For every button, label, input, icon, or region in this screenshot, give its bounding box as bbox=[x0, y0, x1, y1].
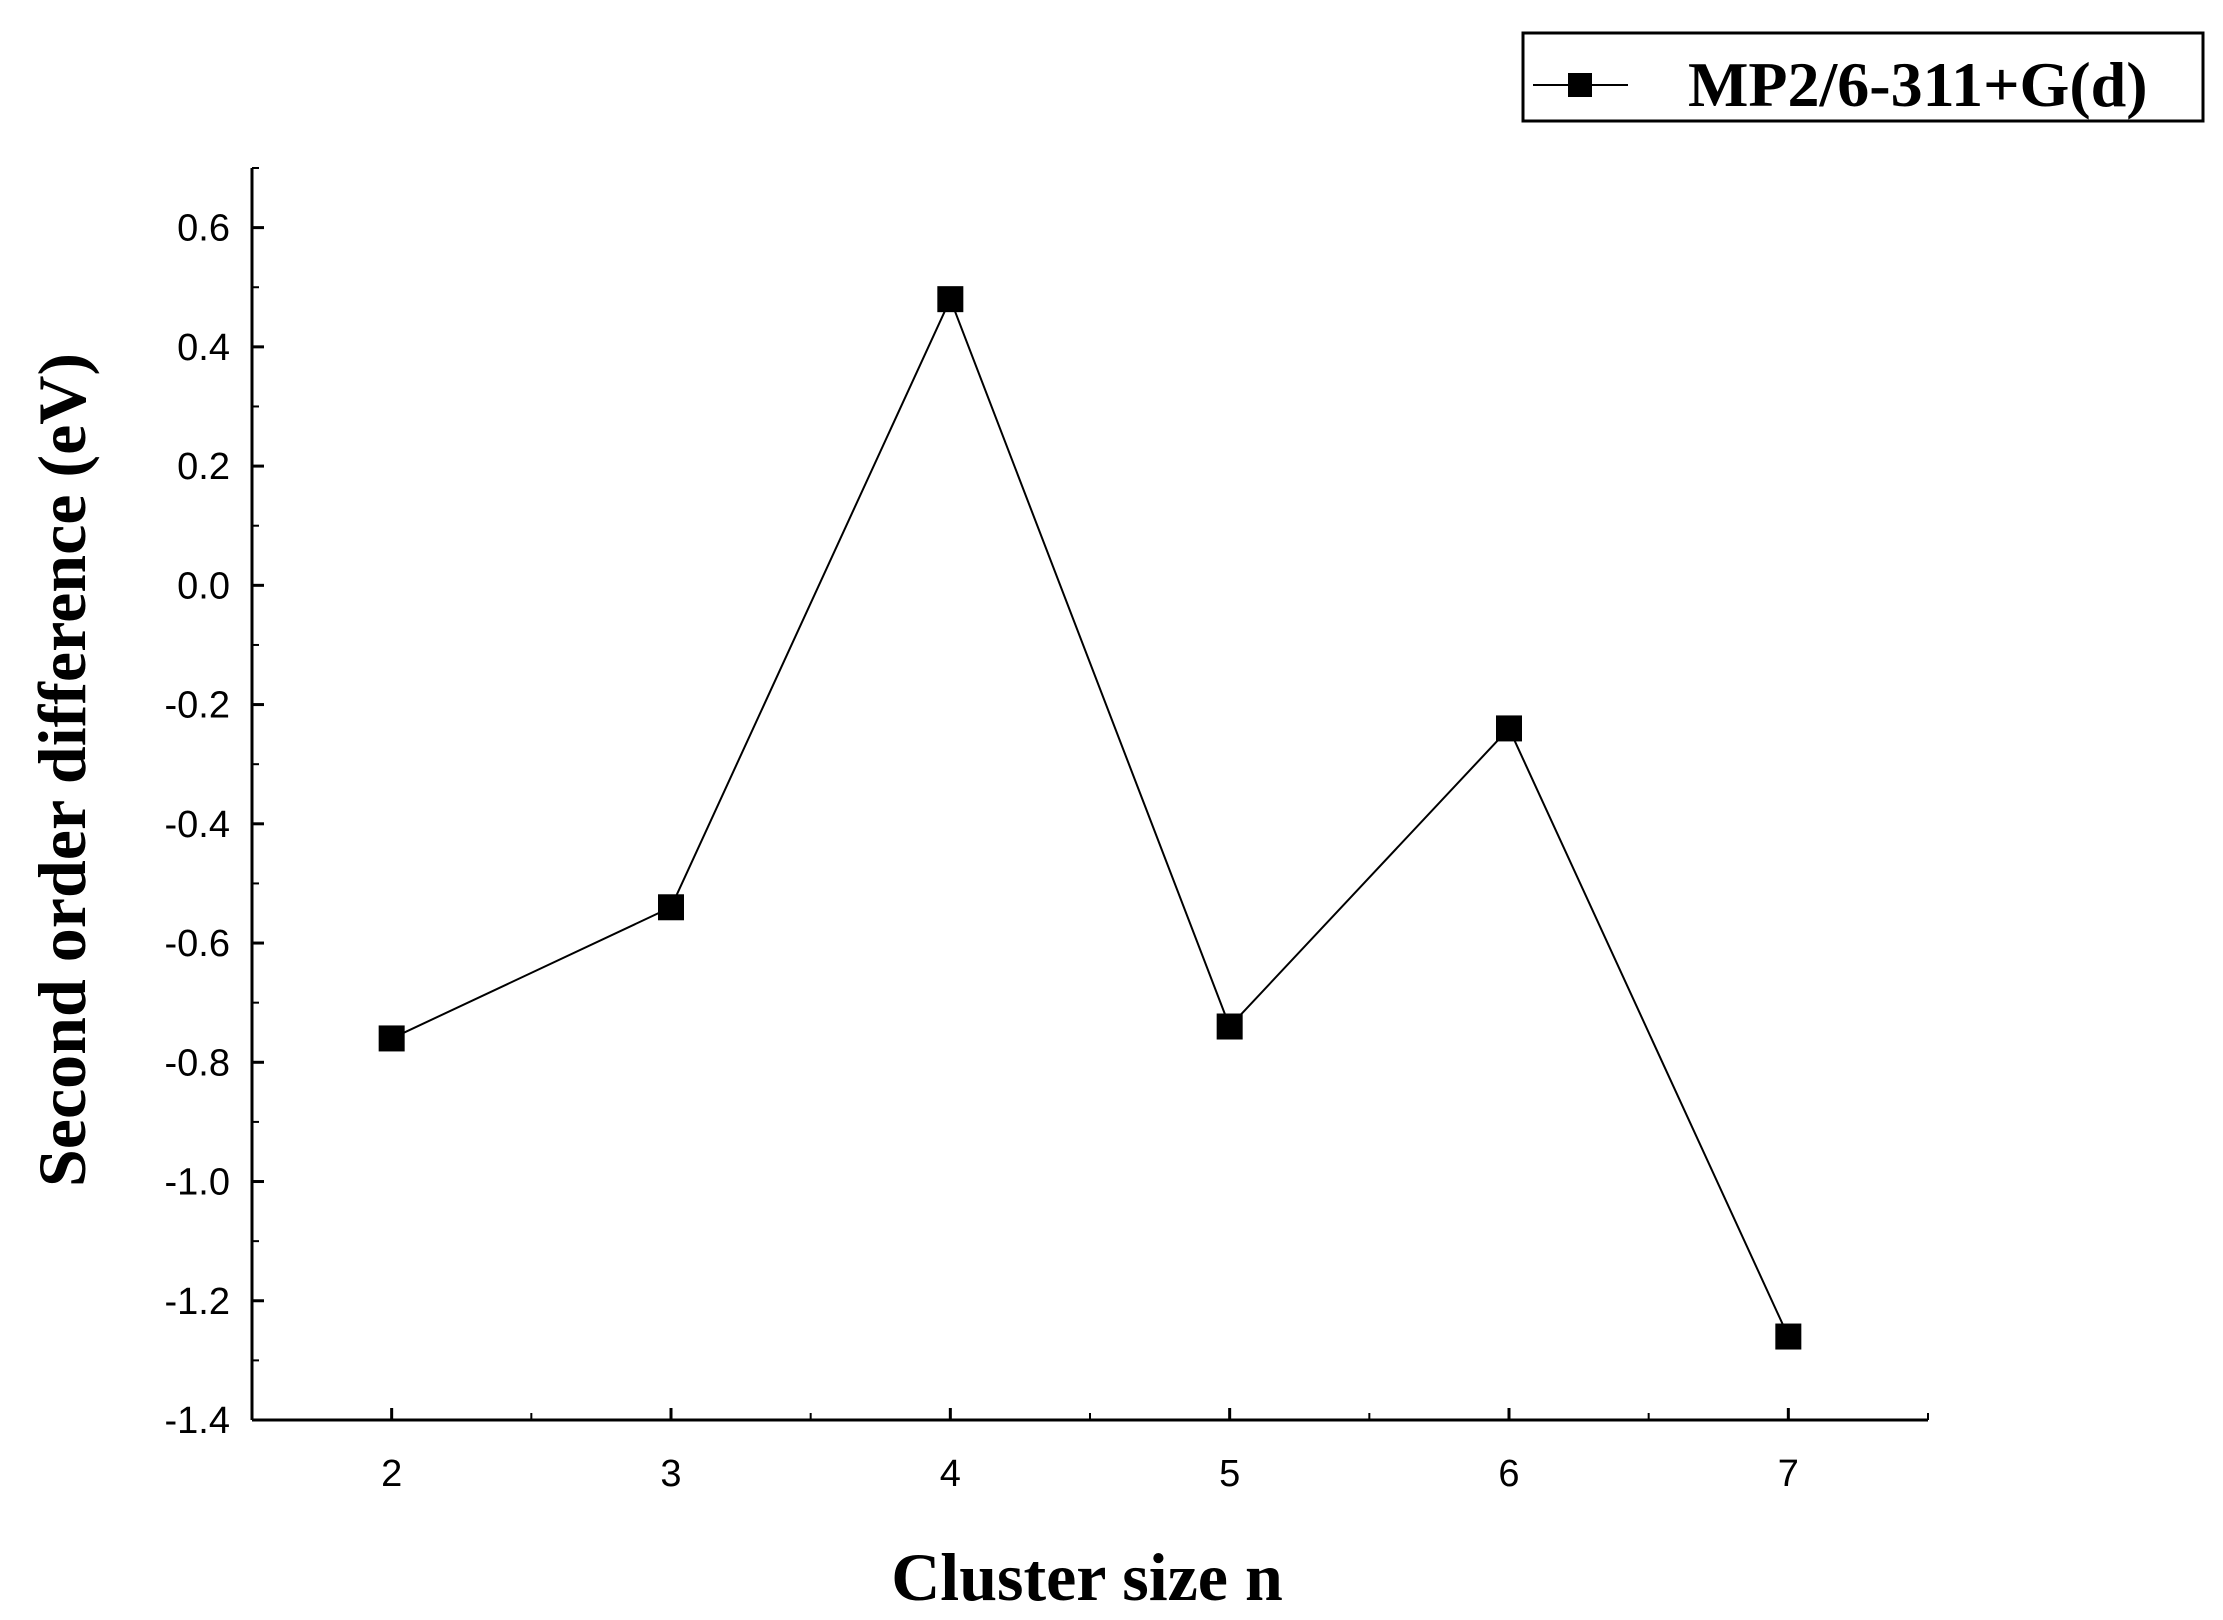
y-tick-label: -1.2 bbox=[165, 1281, 230, 1323]
y-tick-label: -0.8 bbox=[165, 1042, 230, 1084]
x-axis-ticks: 2 3 4 5 6 7 bbox=[251, 1408, 1929, 1495]
data-point bbox=[1216, 1013, 1243, 1040]
x-tick-label: 7 bbox=[1778, 1453, 1799, 1495]
y-tick-label: 0.6 bbox=[177, 208, 230, 250]
y-tick-label: -0.6 bbox=[165, 923, 230, 965]
y-tick-label: -1.0 bbox=[165, 1162, 230, 1204]
data-point bbox=[658, 894, 684, 921]
x-tick-label: 5 bbox=[1219, 1453, 1240, 1495]
x-tick-label: 2 bbox=[381, 1453, 402, 1495]
legend-marker bbox=[1568, 73, 1592, 97]
x-axis-title: Cluster size n bbox=[891, 1539, 1283, 1615]
legend-box bbox=[1521, 31, 2205, 123]
legend-label: MP2/6-311+G(d) bbox=[1688, 49, 2148, 120]
axes bbox=[250, 168, 1928, 1422]
legend: MP2/6-311+G(d) bbox=[1521, 31, 2205, 123]
y-tick-label: 0.0 bbox=[177, 565, 230, 607]
data-point bbox=[1496, 715, 1522, 742]
y-tick-label: -0.2 bbox=[165, 685, 230, 727]
y-axis-ticks: -1.4 -1.2 -1.0 -0.8 -0.6 -0.4 -0.2 0.0 0.2 0.4 0.6 bbox=[165, 167, 264, 1442]
series-line bbox=[391, 296, 1790, 1337]
y-tick-label: 0.4 bbox=[177, 327, 230, 369]
y-tick-label: -0.4 bbox=[165, 804, 230, 846]
data-point bbox=[1775, 1323, 1802, 1350]
data-point bbox=[937, 286, 964, 313]
y-tick-label: 0.2 bbox=[177, 446, 230, 488]
x-tick-label: 3 bbox=[660, 1453, 681, 1495]
y-tick-label: -1.4 bbox=[165, 1400, 230, 1442]
x-tick-label: 6 bbox=[1498, 1453, 1519, 1495]
x-tick-label: 4 bbox=[940, 1453, 961, 1495]
series-layer bbox=[378, 286, 1802, 1350]
data-point bbox=[378, 1025, 405, 1052]
y-axis-title: Second order difference (eV) bbox=[24, 353, 100, 1187]
